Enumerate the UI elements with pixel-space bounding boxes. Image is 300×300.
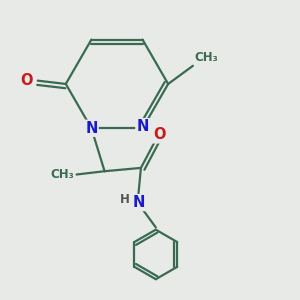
- Text: N: N: [136, 119, 149, 134]
- Text: N: N: [85, 121, 98, 136]
- Text: N: N: [133, 195, 145, 210]
- Text: CH₃: CH₃: [50, 168, 74, 181]
- Text: O: O: [153, 128, 165, 142]
- Text: O: O: [20, 73, 33, 88]
- Text: H: H: [120, 194, 130, 206]
- Text: CH₃: CH₃: [195, 51, 218, 64]
